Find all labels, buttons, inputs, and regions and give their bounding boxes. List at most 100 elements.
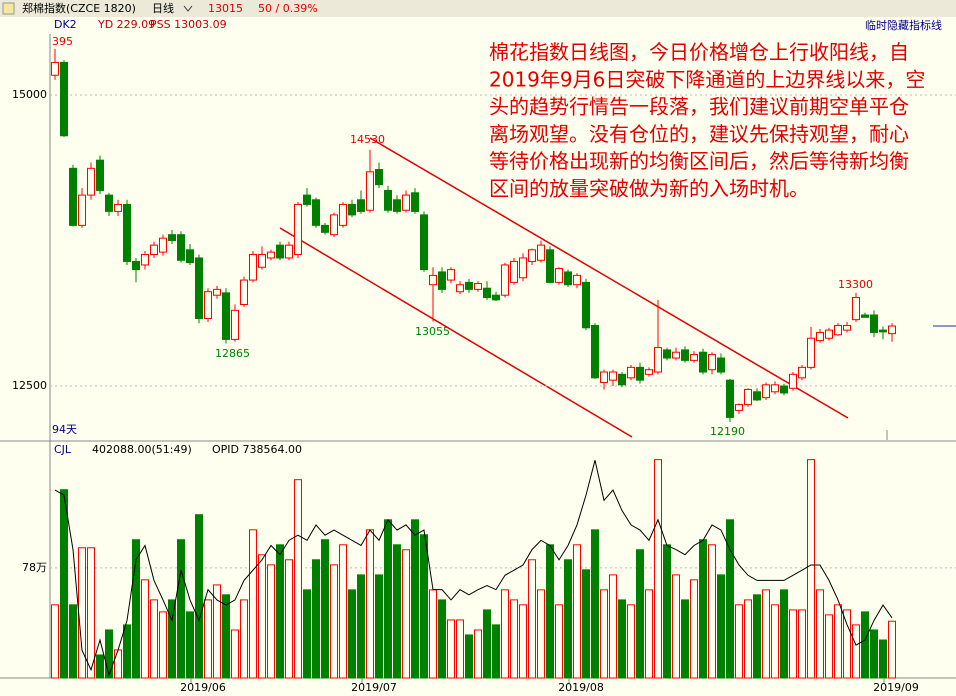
volume-bar — [816, 589, 824, 679]
candle-body — [582, 281, 590, 329]
volume-bar — [762, 589, 770, 679]
candle-body — [393, 199, 401, 212]
candle-body — [501, 264, 509, 296]
candle-body — [627, 366, 635, 379]
candle-body — [366, 171, 374, 211]
volume-bar — [357, 574, 365, 679]
volume-bar — [411, 519, 419, 679]
candle-body — [339, 203, 347, 226]
note-line: 离场观望。没有仓位的，建议先保持观望，耐心 — [489, 122, 909, 146]
change: 50 / 0.39% — [258, 2, 318, 15]
volume-bar — [312, 559, 320, 679]
candle-body — [780, 385, 788, 394]
volume-bar — [60, 489, 68, 679]
candle-body — [735, 404, 743, 411]
candle-body — [798, 366, 806, 379]
volume-bar — [456, 619, 464, 679]
volume-bar — [384, 519, 392, 679]
volume-bar — [483, 609, 491, 679]
x-tick-label: 2019/08 — [558, 681, 604, 694]
candle-body — [267, 251, 275, 259]
volume-bar — [627, 604, 635, 679]
candle-body — [888, 325, 896, 335]
candle-body — [636, 366, 644, 381]
dropdown[interactable] — [183, 5, 193, 12]
volume-bar — [285, 559, 293, 679]
candle-body — [384, 189, 392, 211]
volume-bar — [105, 629, 113, 679]
candle-body — [834, 324, 842, 336]
volume-bar — [51, 604, 59, 679]
candle-body — [843, 324, 851, 331]
volume-bar — [780, 589, 788, 679]
note-line: 头的趋势行情告一段落，我们建议前期空单平仓 — [489, 95, 909, 119]
candle-body — [60, 61, 68, 137]
candle-body — [474, 283, 482, 290]
volume-bar — [393, 544, 401, 679]
volume-bar — [492, 624, 500, 679]
title: 郑棉指数(CZCE 1820) — [22, 1, 136, 15]
candle-body — [132, 260, 140, 271]
price-annotation: 12865 — [215, 347, 250, 360]
volume-bar — [672, 574, 680, 679]
volume-bar — [843, 609, 851, 679]
indicator: YD 229.09 — [97, 18, 155, 31]
volume-bar — [294, 479, 302, 679]
hide-button[interactable] — [828, 18, 954, 34]
candle-body — [645, 369, 653, 375]
volume-bar — [78, 547, 86, 679]
volume-bar — [600, 589, 608, 679]
hide-button-label[interactable]: 临时隐藏指标线 — [865, 18, 942, 32]
candle-body — [771, 384, 779, 393]
candle-body — [870, 314, 878, 333]
y-tick-label: 78万 — [22, 561, 47, 574]
candle-body — [654, 347, 662, 373]
volume-bar — [231, 629, 239, 679]
candle-body — [429, 274, 437, 286]
candle-body — [168, 234, 176, 242]
candle-body — [492, 294, 500, 301]
candle-body — [357, 199, 365, 212]
candle-body — [618, 373, 626, 386]
candle-body — [438, 271, 446, 290]
volume-bar — [861, 611, 869, 679]
price-annotation: 14530 — [350, 133, 385, 146]
volume-bar — [348, 589, 356, 679]
volume-bar — [555, 604, 563, 679]
candle-body — [537, 244, 545, 261]
volume-bar — [636, 549, 644, 679]
note-line: 2019年9月6日突破下降通道的上边界线以来，空 — [489, 67, 925, 91]
candle-body — [123, 203, 131, 262]
volume-bar — [798, 609, 806, 679]
volume-bar — [681, 599, 689, 679]
y-tick-label: 12500 — [12, 379, 47, 392]
candle-body — [456, 284, 464, 293]
volume-bar — [177, 539, 185, 679]
indicator: DK2 — [54, 18, 77, 31]
volume-bar — [771, 604, 779, 679]
volume-bar — [753, 594, 761, 679]
candle-body — [78, 194, 86, 226]
candle-body — [69, 167, 77, 226]
volume-bar — [663, 544, 671, 679]
candle-body — [330, 214, 338, 236]
volume-bar — [303, 589, 311, 679]
volume-bar — [879, 639, 887, 679]
candle-body — [555, 267, 563, 283]
candle-body — [411, 192, 419, 212]
candle-body — [762, 384, 770, 399]
candle-body — [222, 292, 230, 340]
candle-body — [573, 274, 581, 286]
volume-bar — [438, 599, 446, 679]
candle-body — [177, 234, 185, 261]
volume-bar — [186, 611, 194, 679]
candle-body — [285, 244, 293, 259]
volume-bar — [123, 624, 131, 679]
candle-body — [195, 257, 203, 319]
volume-bar — [465, 634, 473, 679]
volume-bar — [546, 544, 554, 679]
volume-bar — [150, 599, 158, 679]
candle-body — [789, 373, 797, 389]
volume-bar — [618, 599, 626, 679]
volume-bar — [501, 589, 509, 679]
